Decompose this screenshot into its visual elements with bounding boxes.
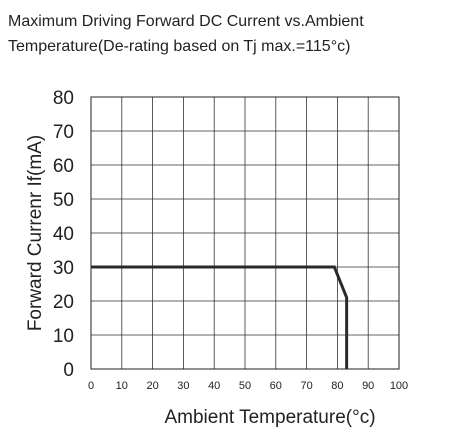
x-tick-labels: 0 10 20 30 40 50 60 70 80 90 100: [88, 380, 408, 392]
x-tick-label: 60: [270, 380, 282, 392]
chart-title-line-2: Temperature(De-rating based on Tj max.=1…: [8, 38, 351, 55]
y-axis-label: Forward Currenr If(mA): [25, 135, 46, 331]
y-tick-label: 30: [53, 258, 74, 279]
grid: [90, 96, 400, 370]
x-tick-label: 100: [390, 380, 408, 392]
y-tick-labels: 0 10 20 30 40 50 60 70 80: [53, 88, 74, 381]
x-tick-label: 0: [88, 380, 94, 392]
y-tick-label: 50: [53, 190, 74, 211]
x-tick-label: 80: [331, 380, 343, 392]
x-tick-label: 50: [239, 380, 251, 392]
plot-frame: [90, 96, 400, 370]
y-tick-label: 60: [53, 156, 74, 177]
y-tick-label: 40: [53, 224, 74, 245]
y-tick-label: 80: [53, 88, 74, 109]
x-tick-label: 20: [146, 380, 158, 392]
y-tick-label: 0: [63, 360, 74, 381]
chart-title: Maximum Driving Forward DC Current vs.Am…: [8, 9, 448, 59]
x-tick-label: 40: [208, 380, 220, 392]
x-axis-label: Ambient Temperature(°c): [164, 407, 375, 428]
x-tick-label: 70: [300, 380, 312, 392]
y-tick-label: 10: [53, 326, 74, 347]
x-tick-label: 90: [362, 380, 374, 392]
series-line: [91, 265, 349, 369]
y-tick-label: 70: [53, 122, 74, 143]
chart-title-line-1: Maximum Driving Forward DC Current vs.Am…: [8, 13, 364, 30]
y-tick-label: 20: [53, 292, 74, 313]
x-tick-label: 30: [177, 380, 189, 392]
x-tick-label: 10: [116, 380, 128, 392]
